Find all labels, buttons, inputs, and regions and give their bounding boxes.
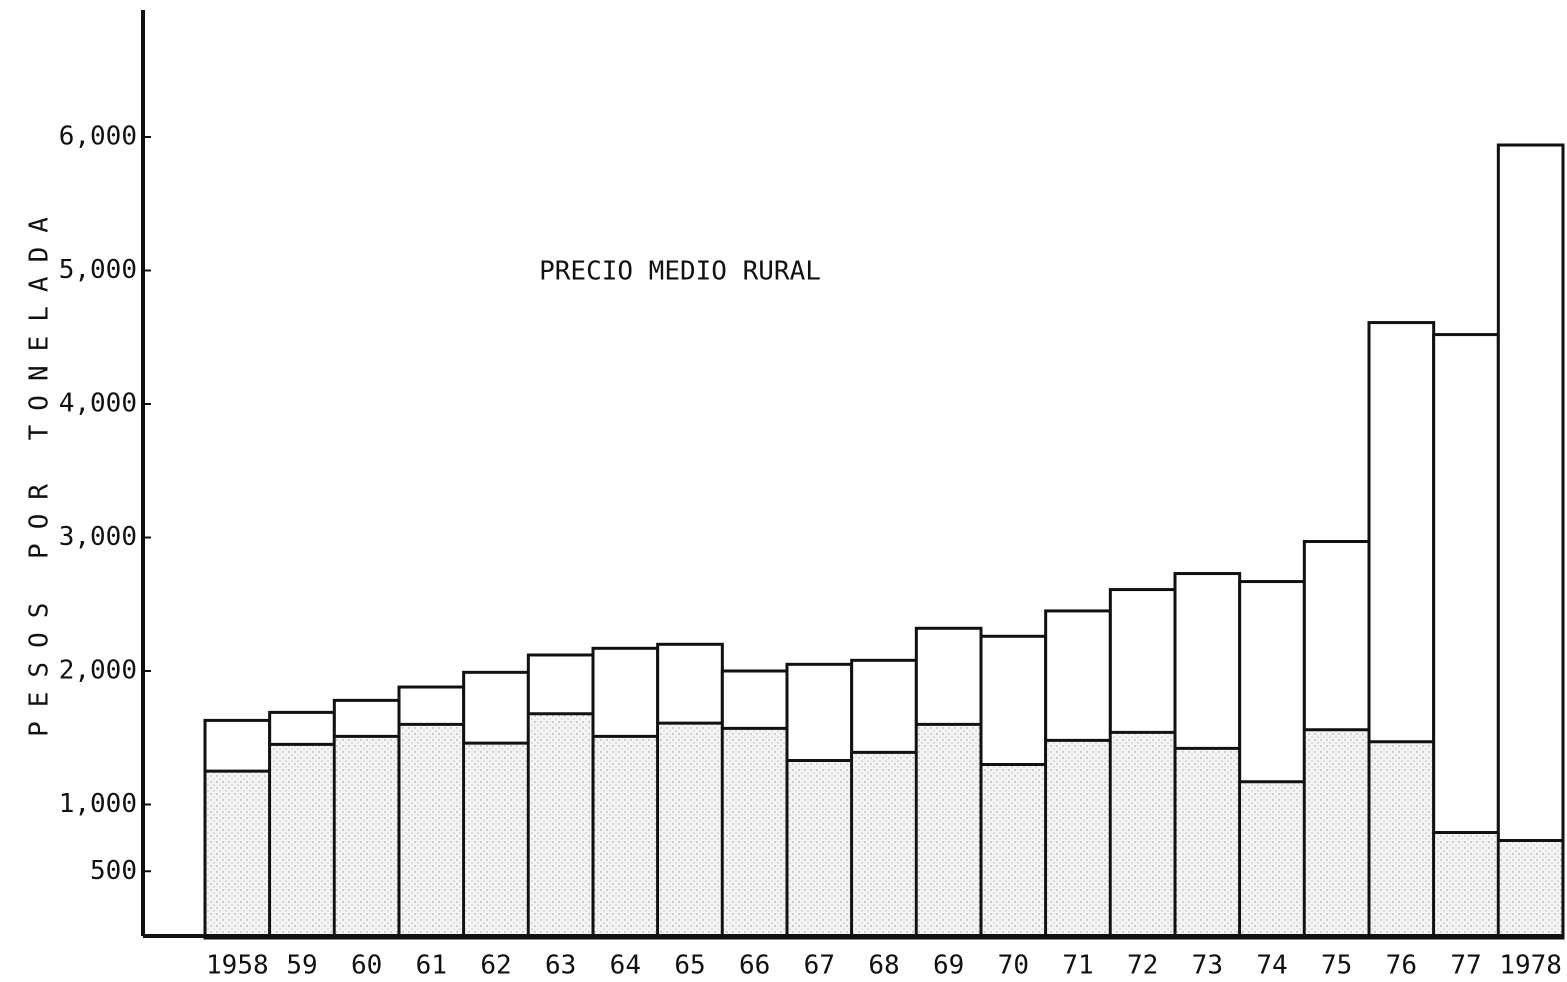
y-tick-label: 1,000 [59,789,137,819]
x-tick-label: 76 [1386,951,1417,981]
y-tick-label: 500 [90,856,137,886]
bar-lower [853,752,915,936]
bar-lower [206,771,269,936]
x-tick-label: 69 [933,951,964,981]
y-tick-label: 6,000 [59,122,137,152]
bar-lower [659,723,721,936]
x-tick-label: 60 [351,951,382,981]
bar-lower [1499,840,1562,936]
x-tick-label: 59 [286,951,317,981]
bar-lower [1370,741,1433,936]
chart-title: PRECIO MEDIO RURAL [539,257,821,287]
x-tick-label: 77 [1450,951,1481,981]
x-tick-label: 1978 [1499,951,1562,981]
bar-upper [1496,143,1565,940]
bar-lower [1241,781,1303,936]
bar-lower [400,724,463,936]
bar-lower [1435,832,1497,936]
bar-lower [1176,748,1239,936]
x-tick-label: 74 [1256,951,1287,981]
bar-lower [1305,729,1368,936]
x-tick-label: 62 [480,951,511,981]
bar-lower [788,760,851,936]
bar-lower [465,743,527,936]
bar-lower [529,713,592,936]
x-tick-label: 73 [1192,951,1223,981]
x-tick-label: 72 [1127,951,1158,981]
x-tick-label: 67 [804,951,835,981]
bar-lower [1047,740,1109,936]
x-tick-label: 65 [674,951,705,981]
y-tick-label: 4,000 [59,389,137,419]
bar-lower [1111,732,1174,936]
y-tick-label: 2,000 [59,656,137,686]
bar-lower [917,724,980,936]
bar-lower [335,736,398,936]
bar-lower [723,728,786,936]
x-tick-label: 61 [416,951,447,981]
x-tick-label: 71 [1062,951,1093,981]
bar-lower [271,744,333,936]
x-tick-label: 64 [610,951,641,981]
x-tick-label: 68 [868,951,899,981]
bar-lower [594,736,657,936]
y-tick-label: 3,000 [59,522,137,552]
x-tick-label: 75 [1321,951,1352,981]
bar-lower [982,764,1045,936]
y-tick-label: 5,000 [59,255,137,285]
x-tick-label: 66 [739,951,770,981]
x-tick-label: 1958 [206,951,269,981]
y-axis-label: PESOS POR TONELADA [25,203,55,737]
x-tick-label: 70 [998,951,1029,981]
x-tick-label: 63 [545,951,576,981]
